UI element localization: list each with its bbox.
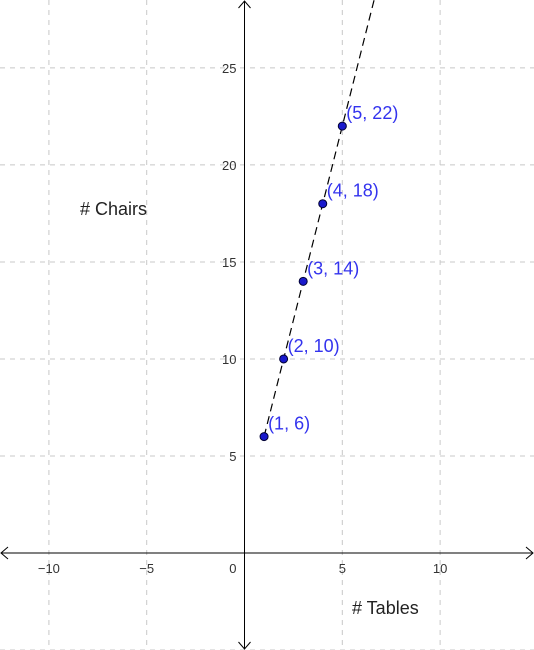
x-tick-label: −5 xyxy=(139,561,154,576)
x-tick-label: 10 xyxy=(433,561,447,576)
y-tick-label: 15 xyxy=(222,255,236,270)
y-tick-label: 20 xyxy=(222,158,236,173)
y-axis-arrow-up xyxy=(238,0,251,9)
x-tick-label: 5 xyxy=(339,561,346,576)
data-label: (5, 22) xyxy=(346,103,398,123)
y-tick-label: 10 xyxy=(222,352,236,367)
data-label: (2, 10) xyxy=(288,336,340,356)
y-tick-label: 5 xyxy=(229,449,236,464)
data-point xyxy=(298,276,308,286)
x-axis-arrow-left xyxy=(0,546,9,560)
data-point xyxy=(337,121,347,131)
trend-line xyxy=(263,0,375,437)
y-axis-title: # Chairs xyxy=(80,199,147,219)
trend-line-group xyxy=(263,0,375,437)
data-label: (4, 18) xyxy=(327,181,379,201)
data-point xyxy=(279,354,289,364)
data-label: (1, 6) xyxy=(268,414,310,434)
origin-label: 0 xyxy=(229,561,236,576)
y-axis-arrow-down xyxy=(238,641,251,650)
x-tick-label: −10 xyxy=(38,561,60,576)
data-label: (3, 14) xyxy=(307,258,359,278)
x-axis-title: # Tables xyxy=(352,598,419,618)
data-point xyxy=(259,432,269,442)
data-points: (1, 6) (2, 10) (3, 14) (4, 18) (5, 22) xyxy=(259,103,398,442)
data-point xyxy=(318,199,328,209)
y-tick-label: 25 xyxy=(222,61,236,76)
x-axis-arrow-right xyxy=(525,546,534,560)
tick-labels: −10 −5 5 10 5 10 15 20 25 0 xyxy=(38,61,447,576)
